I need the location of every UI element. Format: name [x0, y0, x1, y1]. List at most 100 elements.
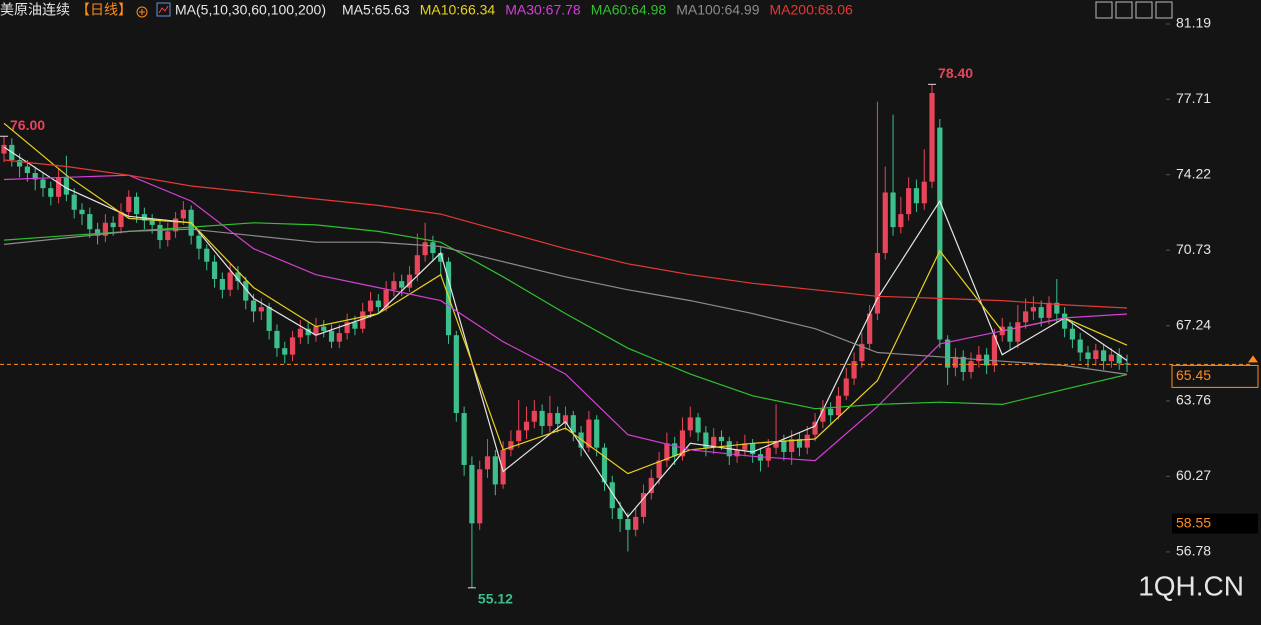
candle-body: [118, 211, 124, 228]
y-tick-label: 77.71: [1176, 90, 1211, 106]
candle-body: [633, 516, 639, 530]
candle-body: [414, 255, 420, 275]
candle-body: [742, 443, 748, 450]
candle-body: [492, 456, 498, 485]
candle-body: [672, 443, 678, 457]
candle-body: [453, 335, 459, 414]
legend-entry: MA60:64.98: [591, 2, 667, 18]
symbol: 美原油连续: [0, 2, 70, 18]
legend-entry: MA200:68.06: [770, 2, 853, 18]
tool-button[interactable]: [1135, 1, 1153, 19]
candle-body: [352, 322, 358, 329]
candle-body: [960, 356, 966, 372]
candle-body: [32, 173, 38, 180]
candle-body: [1093, 350, 1099, 359]
watermark: 1QH.CN: [1138, 570, 1244, 601]
tool-button[interactable]: [1095, 1, 1113, 19]
candle-body: [773, 441, 779, 448]
candle-body: [196, 235, 202, 249]
candle-body: [555, 413, 561, 424]
candle-body: [391, 281, 397, 290]
candle-body: [945, 339, 951, 368]
candle-body: [235, 272, 241, 282]
candle-body: [703, 432, 709, 448]
y-tick-label: 63.76: [1176, 392, 1211, 408]
tool-button[interactable]: [1115, 1, 1133, 19]
y-tick-label: 81.19: [1176, 15, 1211, 31]
candle-body: [711, 436, 717, 448]
add-icon[interactable]: [136, 6, 148, 18]
candle-body: [874, 253, 881, 314]
candle-body: [461, 413, 467, 465]
candle-body: [765, 447, 771, 461]
candle-body: [282, 348, 288, 355]
candle-body: [531, 410, 537, 422]
candle-body: [250, 300, 257, 312]
candle-body: [367, 300, 374, 312]
candle-body: [586, 419, 592, 448]
candle-body: [1108, 354, 1115, 362]
toolbar: [1095, 1, 1173, 19]
candle-body: [882, 192, 888, 254]
candle-body: [1069, 328, 1076, 340]
candle-body: [664, 443, 670, 461]
candle-body: [266, 307, 272, 331]
candle-body: [328, 330, 335, 342]
current-price-box: [1171, 364, 1259, 388]
candle-body: [695, 417, 701, 433]
candle-body: [679, 430, 686, 457]
candle-body: [1085, 352, 1091, 359]
candle-body: [562, 415, 569, 424]
candle-body: [94, 229, 101, 236]
candle-body: [617, 508, 623, 520]
legend-entry: MA100:64.99: [676, 2, 759, 18]
crosshair-price-label: 58.55: [1176, 514, 1211, 530]
crosshair-price-box: [1172, 513, 1258, 534]
candle-body: [648, 477, 654, 494]
legend-entry: MA30:67.78: [505, 2, 581, 18]
candle-body: [687, 417, 693, 431]
candle-body: [430, 242, 436, 254]
candle-body: [570, 415, 576, 433]
tool-button[interactable]: [1155, 1, 1173, 19]
candle-body: [508, 441, 514, 450]
candle-body: [1030, 307, 1037, 312]
candle-body: [289, 337, 296, 355]
candle-body: [828, 408, 834, 416]
candle-body: [851, 361, 857, 379]
ma-line: [3, 228, 1128, 375]
period[interactable]: 【日线】: [76, 2, 132, 18]
candle-body: [227, 272, 233, 290]
candle-body: [952, 356, 959, 368]
candle-body: [937, 127, 943, 340]
candle-body: [383, 289, 389, 308]
candle-body: [594, 419, 600, 448]
candle-body: [609, 482, 615, 509]
annotation-label: 78.40: [938, 65, 973, 81]
candle-body: [1046, 302, 1052, 318]
candle-body: [149, 220, 155, 225]
candle-body: [406, 274, 413, 288]
indicator-icon[interactable]: [156, 2, 171, 17]
candles: [1, 84, 1130, 588]
ma-line: [3, 159, 1128, 309]
candle-body: [734, 449, 740, 457]
candle-body: [445, 261, 452, 336]
candle-body: [859, 343, 865, 362]
candle-body: [1038, 307, 1044, 318]
candle-body: [40, 179, 46, 189]
candle-body: [305, 328, 311, 336]
candle-body: [539, 410, 545, 427]
candle-body: [789, 439, 795, 452]
candle-body: [484, 456, 491, 470]
candle-body: [1062, 313, 1068, 329]
candle-body: [835, 395, 842, 416]
candle-body: [812, 421, 818, 435]
candle-body: [469, 464, 475, 524]
candle-body: [929, 92, 935, 182]
candle-body: [48, 188, 54, 197]
candle-body: [71, 194, 77, 210]
candle-body: [24, 166, 30, 174]
